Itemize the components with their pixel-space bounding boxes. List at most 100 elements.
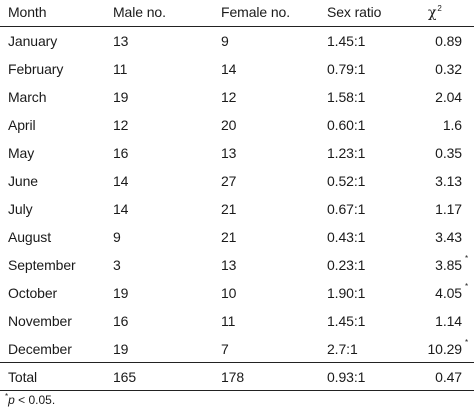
cell-sex-ratio: 0.23:1: [327, 257, 366, 273]
cell-female: 7: [221, 341, 229, 357]
total-ratio: 0.93:1: [327, 369, 366, 385]
cell-female: 10: [221, 285, 237, 301]
cell-sex-ratio: 1.45:1: [327, 33, 366, 49]
significance-mark: *: [464, 254, 468, 263]
cell-male: 19: [113, 285, 129, 301]
cell-female: 9: [221, 33, 229, 49]
table-row: February 11 14 0.79:1 0.32: [0, 55, 474, 83]
chi-value: 4.05: [435, 285, 462, 301]
chi-value: 0.35: [435, 145, 462, 161]
chi-superscript: 2: [437, 4, 442, 13]
cell-sex-ratio: 0.52:1: [327, 173, 366, 189]
cell-female: 21: [221, 201, 237, 217]
cell-male: 12: [113, 117, 129, 133]
chi-value: 2.04: [435, 89, 462, 105]
table-row: May 16 13 1.23:1 0.35: [0, 139, 474, 167]
cell-female: 27: [221, 173, 237, 189]
cell-female: 20: [221, 117, 237, 133]
cell-month: October: [8, 285, 58, 301]
cell-male: 3: [113, 257, 121, 273]
total-row: Total 165 178 0.93:1 0.47: [0, 363, 474, 391]
cell-sex-ratio: 0.43:1: [327, 229, 366, 245]
header-row: Month Male no. Female no. Sex ratio χ2: [0, 0, 474, 26]
table-row: January 13 9 1.45:1 0.89: [0, 27, 474, 55]
cell-male: 19: [113, 89, 129, 105]
table-row: December 19 7 2.7:1 10.29 *: [0, 335, 474, 363]
cell-sex-ratio: 2.7:1: [327, 341, 358, 357]
cell-month: April: [8, 117, 36, 133]
table-row: October 19 10 1.90:1 4.05 *: [0, 279, 474, 307]
total-male: 165: [113, 369, 137, 385]
bottom-rule: [0, 390, 474, 391]
cell-sex-ratio: 0.67:1: [327, 201, 366, 217]
chi-value: 1.17: [435, 201, 462, 217]
footnote-mark: *: [5, 392, 9, 401]
footnote-p: p: [8, 393, 15, 407]
cell-month: January: [8, 33, 58, 49]
table-row: November 16 11 1.45:1 1.14: [0, 307, 474, 335]
cell-month: September: [8, 257, 76, 273]
cell-chi-square: 4.05 *: [435, 279, 468, 307]
header-sex-ratio: Sex ratio: [327, 4, 382, 20]
cell-male: 11: [113, 61, 128, 77]
chi-value: 0.32: [435, 61, 462, 77]
chi-value: 1.14: [435, 313, 462, 329]
cell-male: 9: [113, 229, 121, 245]
chi-value: 10.29: [427, 341, 462, 357]
cell-month: March: [8, 89, 47, 105]
header-month: Month: [8, 4, 47, 20]
cell-chi-square: 0.32: [435, 55, 462, 83]
cell-male: 13: [113, 33, 129, 49]
cell-chi-square: 10.29 *: [427, 335, 468, 363]
cell-month: November: [8, 313, 72, 329]
cell-chi-square: 0.89: [435, 27, 462, 55]
table-row: August 9 21 0.43:1 3.43: [0, 223, 474, 251]
cell-female: 11: [221, 313, 236, 329]
header-female: Female no.: [221, 4, 291, 20]
cell-male: 16: [113, 313, 129, 329]
total-rule: [0, 362, 474, 363]
cell-chi-square: 3.43: [435, 223, 462, 251]
footnote-text: < 0.05.: [14, 393, 56, 407]
cell-month: August: [8, 229, 51, 245]
chi-value: 0.89: [435, 33, 462, 49]
chi-value: 1.6: [442, 117, 462, 133]
cell-chi-square: 3.13: [435, 167, 462, 195]
cell-month: June: [8, 173, 38, 189]
cell-female: 12: [221, 89, 237, 105]
cell-sex-ratio: 1.45:1: [327, 313, 366, 329]
cell-chi-square: 0.35: [435, 139, 462, 167]
cell-female: 13: [221, 145, 237, 161]
cell-female: 14: [221, 61, 237, 77]
cell-sex-ratio: 0.60:1: [327, 117, 366, 133]
table-row: April 12 20 0.60:1 1.6: [0, 111, 474, 139]
header-male: Male no.: [113, 4, 166, 20]
cell-month: December: [8, 341, 72, 357]
cell-male: 19: [113, 341, 129, 357]
total-month: Total: [8, 369, 38, 385]
cell-month: May: [8, 145, 35, 161]
cell-sex-ratio: 1.23:1: [327, 145, 366, 161]
chi-value: 3.43: [435, 229, 462, 245]
total-chi: 0.47: [435, 369, 462, 385]
cell-sex-ratio: 1.90:1: [327, 285, 366, 301]
footnote: *p < 0.05.: [4, 392, 55, 410]
significance-mark: *: [464, 282, 468, 291]
cell-chi-square: 2.04: [435, 83, 462, 111]
table-row: March 19 12 1.58:1 2.04: [0, 83, 474, 111]
chi-value: 3.85: [435, 257, 462, 273]
cell-chi-square: 1.14: [435, 307, 462, 335]
cell-sex-ratio: 1.58:1: [327, 89, 366, 105]
cell-male: 14: [113, 201, 129, 217]
cell-male: 16: [113, 145, 129, 161]
header-rule: [0, 26, 474, 27]
chi-value: 3.13: [435, 173, 462, 189]
significance-mark: *: [464, 338, 468, 347]
chi-symbol: χ: [428, 5, 437, 21]
total-female: 178: [221, 369, 245, 385]
cell-female: 21: [221, 229, 237, 245]
cell-month: February: [8, 61, 64, 77]
cell-month: July: [8, 201, 33, 217]
cell-male: 14: [113, 173, 129, 189]
cell-female: 13: [221, 257, 237, 273]
